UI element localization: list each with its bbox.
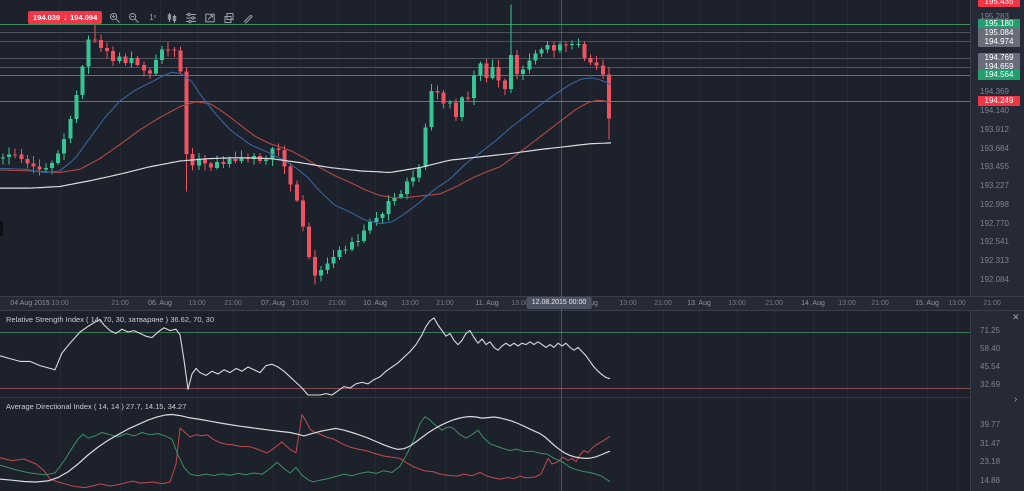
adx-line [0, 413, 611, 483]
time-axis-day-label: 10. Aug [363, 300, 387, 307]
bid-price: 194.039 [33, 13, 61, 22]
layers-icon [224, 12, 234, 23]
price-axis-label: 192.541 [980, 237, 1009, 246]
rsi-pane[interactable]: Relative Strength Index ( 14, 70, 30, за… [0, 311, 970, 398]
time-axis[interactable]: 04 Aug 2015 13:00 21:00 06. Aug 13:00 21:00 07… [0, 296, 1024, 311]
main-chart-pane[interactable] [0, 0, 970, 296]
time-axis-day-label: 14. Aug [801, 300, 825, 307]
time-axis-hour-label: 13:00 [51, 300, 69, 307]
time-axis-day-label: 06. Aug [148, 300, 172, 307]
candlestick-chart-icon [167, 12, 176, 23]
time-axis-hour-label: 13:00 [188, 300, 206, 307]
rsi-axis-label: 71.25 [980, 326, 1001, 335]
time-axis-hour-label: 13:00 [728, 300, 746, 307]
zoom-out-icon [128, 12, 139, 23]
time-axis-hour-label: 13:00 [619, 300, 637, 307]
export-box-icon [205, 13, 215, 22]
price-lines[interactable] [0, 24, 970, 102]
price-axis-label: 193.912 [980, 125, 1009, 134]
adx-title: Average Directional Index ( 14, 14 ) 27.… [6, 402, 187, 411]
crosshair-vertical-line [561, 0, 562, 491]
copy-chart-button[interactable] [222, 11, 235, 24]
time-axis-hour-label: 13:00 [511, 300, 529, 307]
price-badge-gray: 195.084 [978, 28, 1020, 38]
price-axis-label: 192.770 [980, 219, 1009, 228]
rsi-axis-label: 45.54 [980, 362, 1001, 371]
price-axis-label: 193.455 [980, 162, 1009, 171]
time-axis-day-label: 13. Aug [687, 300, 711, 307]
rsi-close-button[interactable]: ✕ [1012, 312, 1020, 322]
price-badge-gray: 194.974 [978, 37, 1020, 47]
zoom-out-button[interactable] [127, 11, 140, 24]
adx-canvas[interactable] [0, 398, 970, 491]
time-axis-hour-label: 13:00 [838, 300, 856, 307]
scale-reset-button[interactable]: 1ˣ [149, 13, 157, 22]
ma-blue-line [0, 71, 612, 225]
zoom-in-icon [109, 12, 120, 23]
time-axis-hour-label: 21:00 [765, 300, 783, 307]
ma-white-line [0, 142, 612, 189]
adx-axis-label: 14.88 [980, 476, 1001, 485]
crosshair-time-badge: 12.08.2015 00:00 [526, 297, 592, 309]
rsi-axis-label: 32.69 [980, 380, 1001, 389]
price-badge-red: 194.249 [978, 96, 1020, 106]
draw-button[interactable] [241, 11, 254, 24]
price-axis-label: 192.998 [980, 200, 1009, 209]
plus-di-line [0, 416, 611, 483]
sliders-icon [185, 12, 196, 23]
chart-toolbar: 194.039 ↓ 194.094 1ˣ [28, 11, 254, 24]
ma-red-line [0, 99, 612, 199]
price-badge-gray: 194.769 [978, 53, 1020, 63]
pencil-icon [243, 14, 253, 24]
price-axis-label: 192.084 [980, 275, 1009, 284]
price-axis-label: 194.140 [980, 106, 1009, 115]
indicators-button[interactable] [184, 11, 197, 24]
rsi-axis-label: 58.40 [980, 344, 1001, 353]
rsi-canvas[interactable] [0, 311, 970, 397]
time-axis-hour-label: 21:00 [871, 300, 889, 307]
main-chart-canvas[interactable] [0, 0, 970, 296]
price-badge-green: 195.180 [978, 19, 1020, 29]
time-axis-hour-label: 21:00 [328, 300, 346, 307]
left-edge-handle[interactable] [0, 221, 3, 236]
price-axis-label: 193.684 [980, 144, 1009, 153]
time-axis-hour-label: 21:00 [224, 300, 242, 307]
time-axis-hour-label: 13:00 [948, 300, 966, 307]
price-axis-label: 192.313 [980, 256, 1009, 265]
candles-layer [1, 4, 611, 285]
time-axis-day-label: 04 Aug 2015 [10, 300, 50, 307]
chart-type-button[interactable] [165, 11, 178, 24]
time-axis-day-label: 11. Aug [475, 300, 499, 307]
arrow-down-icon: ↓ [63, 13, 68, 22]
time-axis-day-label: 07. Aug [261, 300, 285, 307]
time-axis-hour-label: 21:00 [654, 300, 672, 307]
price-badge-gray: 194.659 [978, 62, 1020, 72]
adx-collapse-button[interactable]: › [1014, 394, 1018, 405]
time-axis-hour-label: 21:00 [983, 300, 1001, 307]
rsi-line [0, 317, 611, 396]
ask-price: 194.094 [70, 13, 98, 22]
adx-axis-label: 39.77 [980, 420, 1001, 429]
time-axis-hour-label: 21:00 [111, 300, 129, 307]
minus-di-line [0, 414, 611, 489]
zoom-in-button[interactable] [108, 11, 121, 24]
bid-ask-badge[interactable]: 194.039 ↓ 194.094 [28, 11, 103, 24]
adx-axis-label: 31.47 [980, 439, 1001, 448]
price-axis[interactable]: ✕ › 195.283 194.369 194.140 193.912 193.684 1… [970, 0, 1024, 491]
adx-axis-label: 23.18 [980, 457, 1001, 466]
rsi-title: Relative Strength Index ( 14, 70, 30, за… [6, 315, 215, 324]
price-badge-green: 194.564 [978, 70, 1020, 80]
time-axis-hour-label: 13:00 [401, 300, 419, 307]
time-axis-hour-label: 21:00 [436, 300, 454, 307]
adx-pane[interactable]: Average Directional Index ( 14, 14 ) 27.… [0, 398, 970, 491]
price-badge-red: 195.435 [978, 0, 1020, 7]
screenshot-button[interactable] [203, 11, 216, 24]
time-axis-day-label: 15. Aug [915, 300, 939, 307]
price-axis-label: 195.283 [980, 12, 1009, 21]
price-axis-label: 194.369 [980, 87, 1009, 96]
time-axis-hour-label: 13:00 [291, 300, 309, 307]
price-axis-label: 193.227 [980, 181, 1009, 190]
